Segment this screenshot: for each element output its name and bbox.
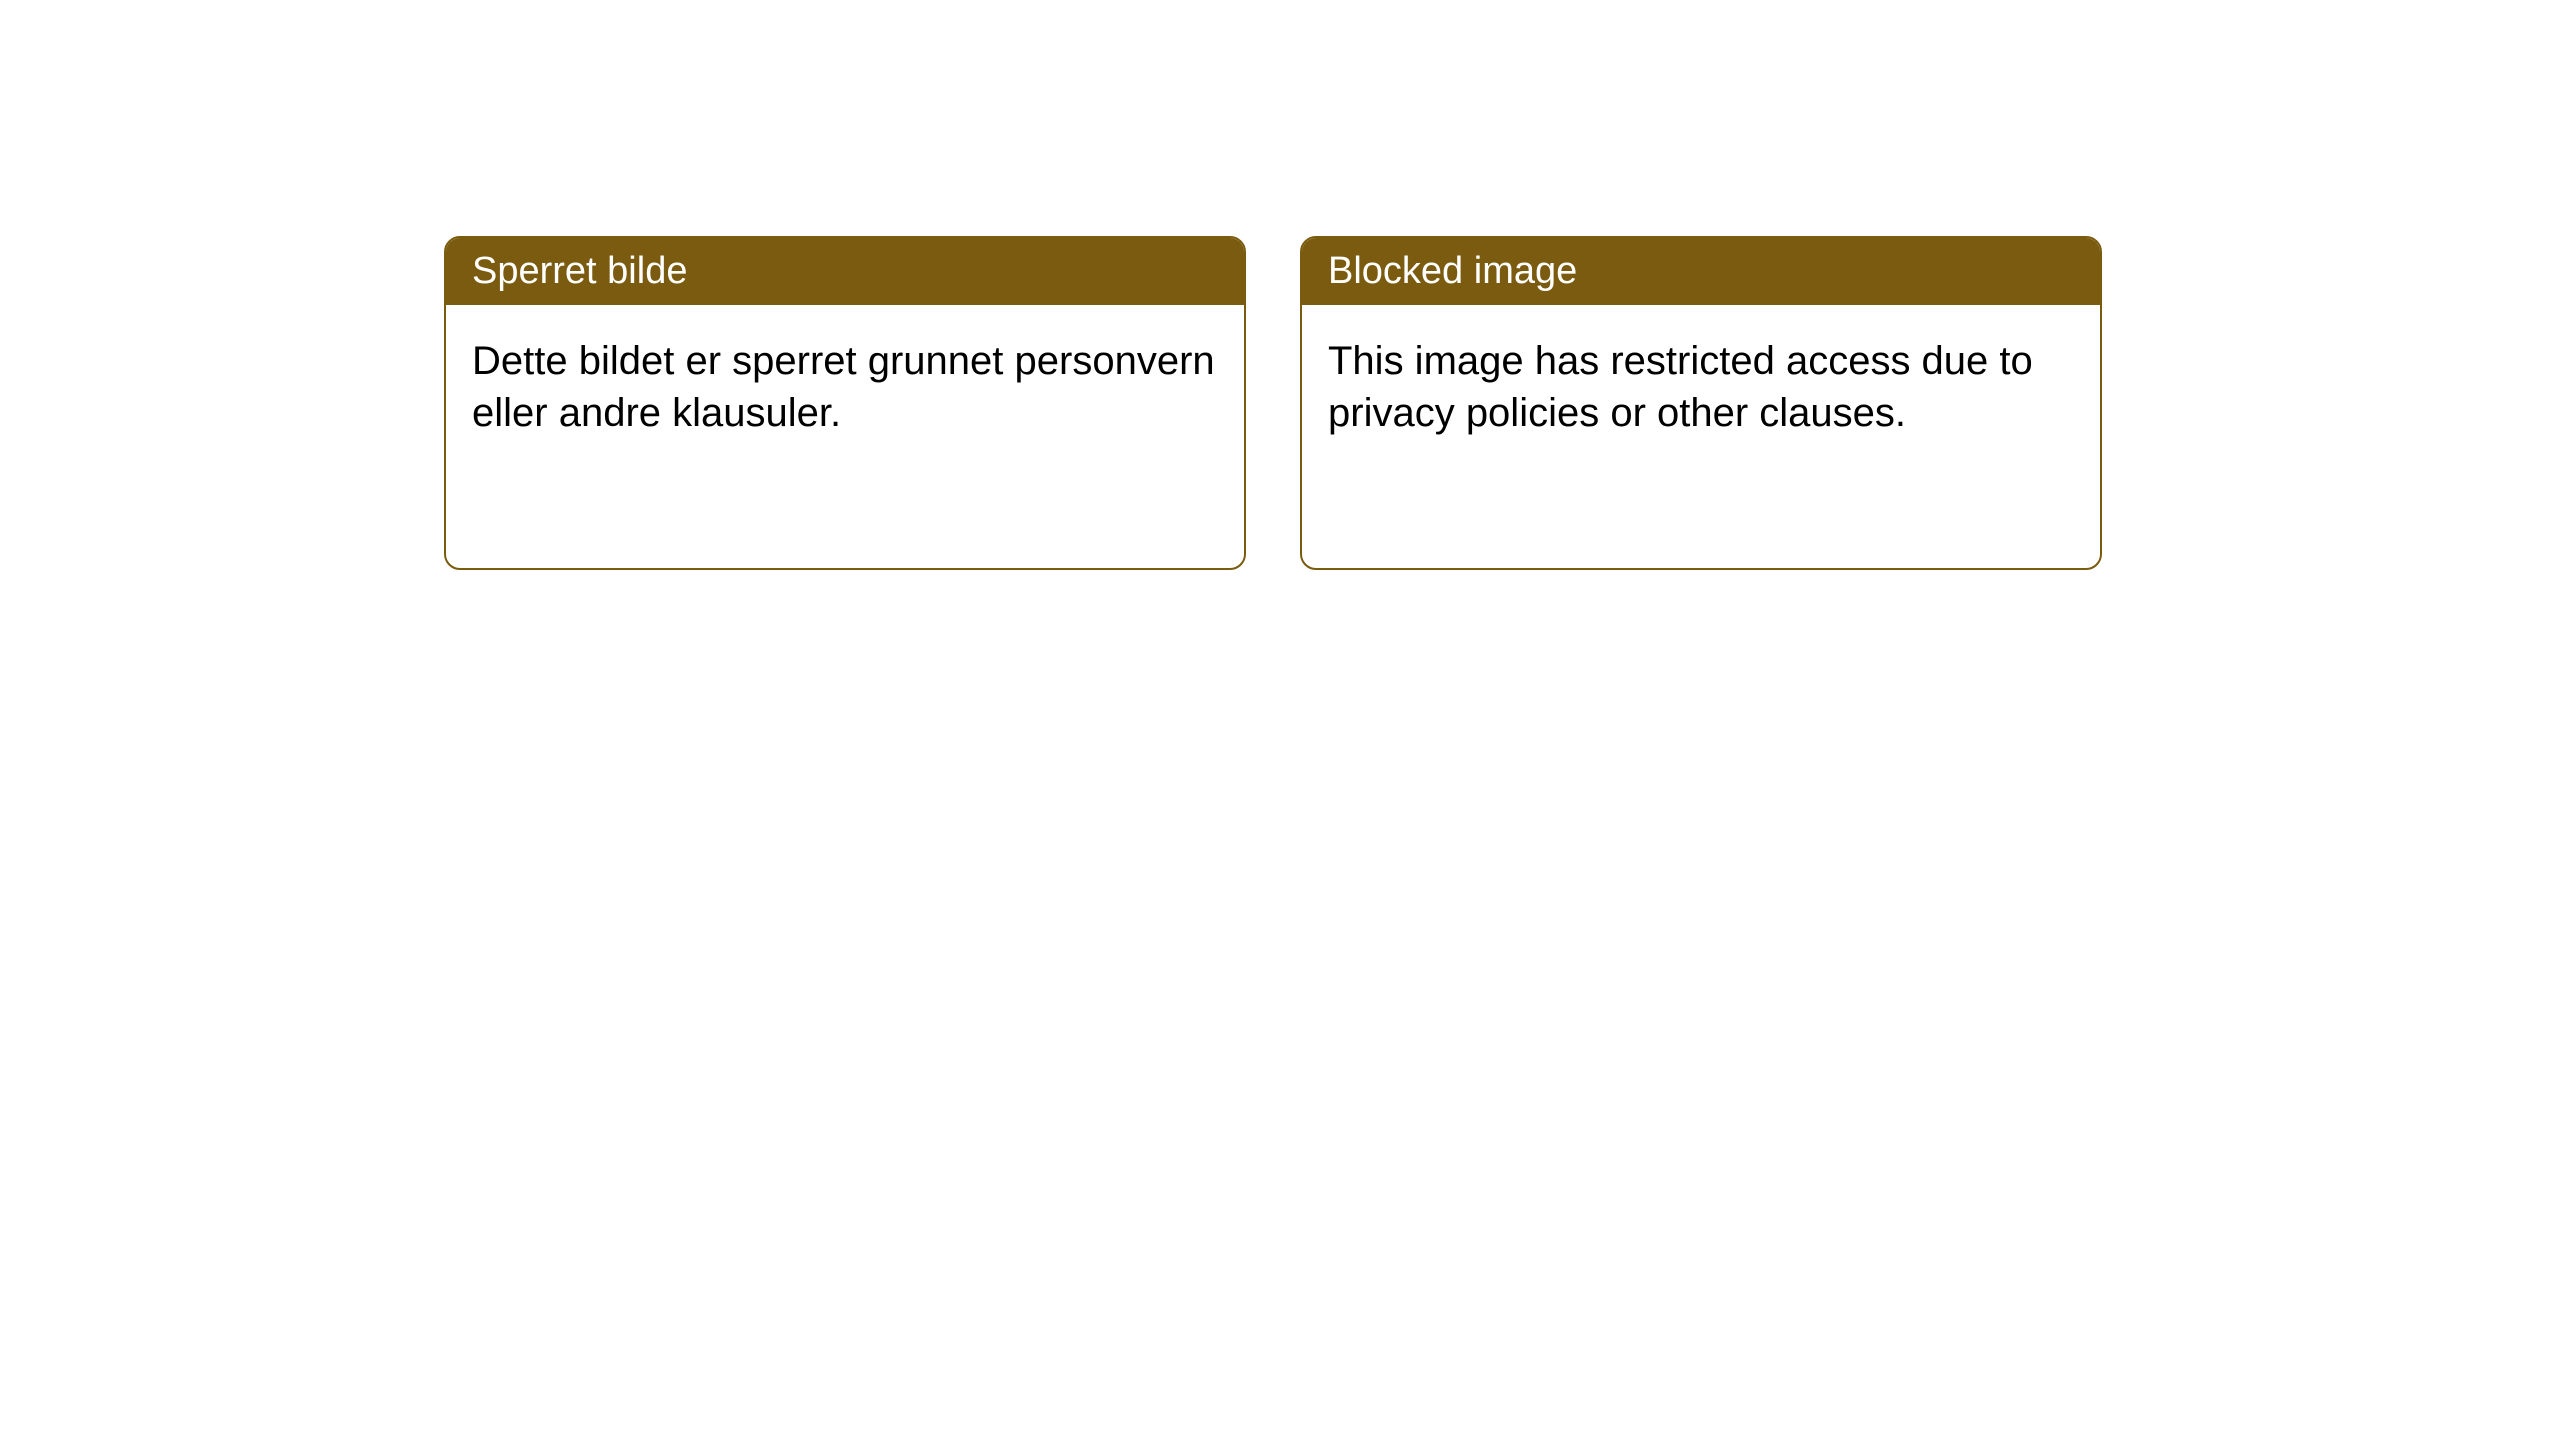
notice-box-english: Blocked image This image has restricted … <box>1300 236 2102 570</box>
notice-box-norwegian: Sperret bilde Dette bildet er sperret gr… <box>444 236 1246 570</box>
notice-header-norwegian: Sperret bilde <box>446 238 1244 305</box>
notice-body-norwegian: Dette bildet er sperret grunnet personve… <box>446 305 1244 469</box>
notice-title-english: Blocked image <box>1328 250 1577 292</box>
notice-header-english: Blocked image <box>1302 238 2100 305</box>
notice-title-norwegian: Sperret bilde <box>472 250 687 292</box>
notice-body-english: This image has restricted access due to … <box>1302 305 2100 469</box>
notice-text-english: This image has restricted access due to … <box>1328 339 2033 435</box>
notice-text-norwegian: Dette bildet er sperret grunnet personve… <box>472 339 1215 435</box>
notice-container: Sperret bilde Dette bildet er sperret gr… <box>444 236 2102 570</box>
